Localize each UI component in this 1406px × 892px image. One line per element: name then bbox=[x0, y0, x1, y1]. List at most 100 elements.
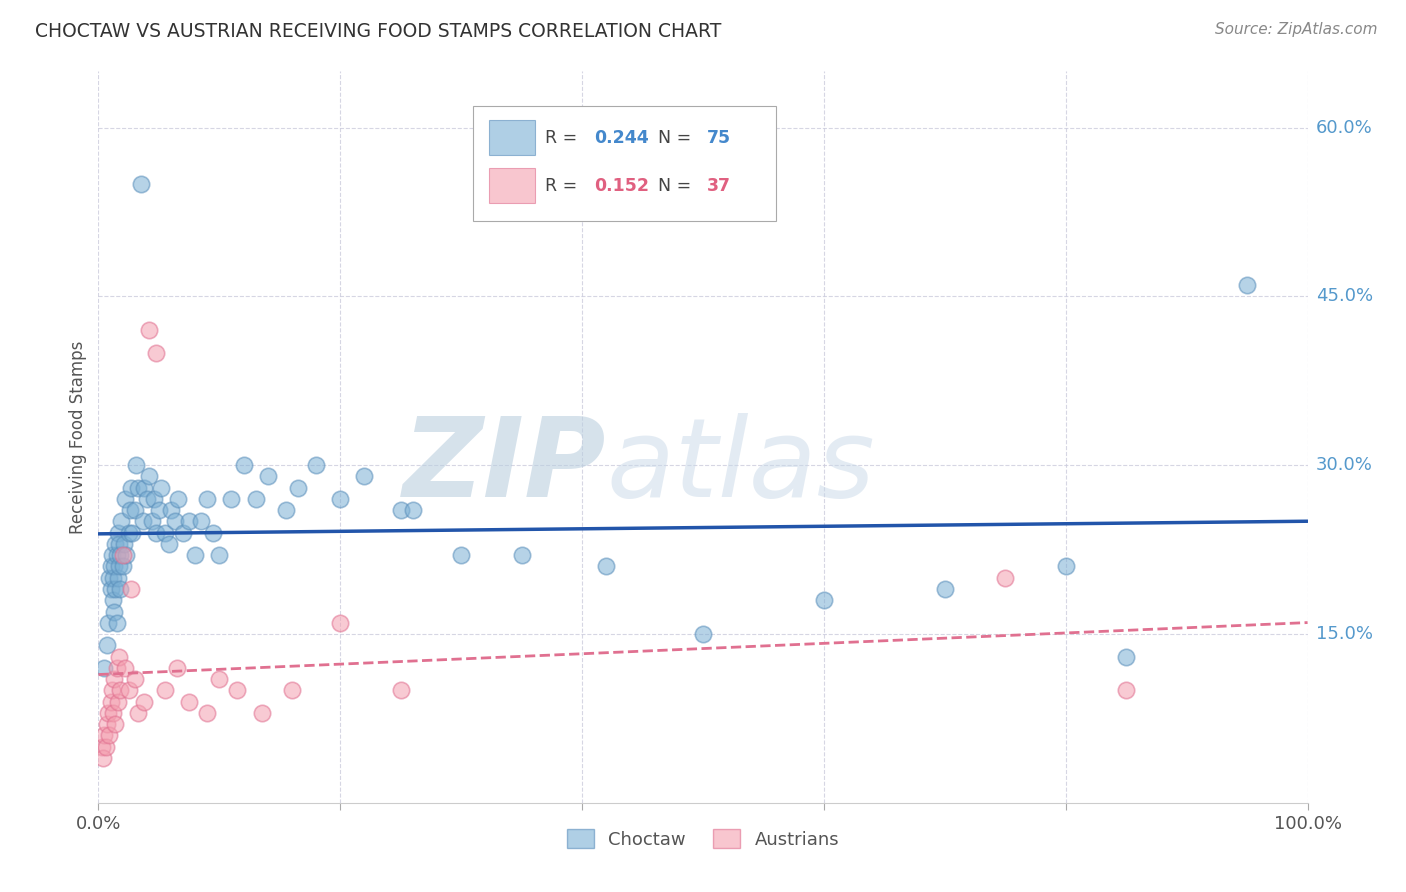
Point bbox=[93, 661, 115, 675]
Point bbox=[108, 649, 131, 664]
Point bbox=[134, 694, 156, 708]
Point bbox=[389, 503, 412, 517]
Point bbox=[100, 683, 122, 698]
Point bbox=[125, 458, 148, 473]
Point bbox=[256, 469, 278, 483]
Text: CHOCTAW VS AUSTRIAN RECEIVING FOOD STAMPS CORRELATION CHART: CHOCTAW VS AUSTRIAN RECEIVING FOOD STAMP… bbox=[35, 22, 721, 41]
Point bbox=[118, 503, 141, 517]
Point bbox=[226, 683, 249, 698]
Text: 75: 75 bbox=[707, 129, 731, 147]
Point bbox=[105, 548, 128, 562]
Point bbox=[112, 537, 135, 551]
Text: 45.0%: 45.0% bbox=[1316, 287, 1374, 305]
Point bbox=[195, 706, 218, 720]
Point bbox=[121, 525, 143, 540]
Point bbox=[167, 491, 190, 506]
Point bbox=[94, 739, 117, 754]
Point bbox=[98, 728, 121, 742]
Point bbox=[402, 503, 425, 517]
Text: Source: ZipAtlas.com: Source: ZipAtlas.com bbox=[1215, 22, 1378, 37]
Point bbox=[132, 515, 155, 529]
Point bbox=[108, 548, 131, 562]
Point bbox=[110, 515, 132, 529]
Point bbox=[163, 515, 186, 529]
Point bbox=[100, 559, 122, 574]
Text: N =: N = bbox=[658, 178, 692, 195]
Point bbox=[124, 503, 146, 517]
Point bbox=[127, 481, 149, 495]
Point bbox=[232, 458, 254, 473]
Point bbox=[692, 627, 714, 641]
Point bbox=[184, 548, 207, 562]
Point bbox=[103, 559, 125, 574]
Point bbox=[1115, 683, 1137, 698]
Point bbox=[134, 481, 156, 495]
Text: ZIP: ZIP bbox=[402, 413, 606, 520]
Point bbox=[103, 605, 125, 619]
Point bbox=[813, 593, 835, 607]
Point bbox=[994, 571, 1017, 585]
Point bbox=[510, 548, 533, 562]
Point bbox=[120, 481, 142, 495]
Point bbox=[108, 683, 131, 698]
Point bbox=[179, 515, 201, 529]
Point bbox=[274, 503, 297, 517]
Point bbox=[97, 706, 120, 720]
Point bbox=[97, 615, 120, 630]
Point bbox=[250, 706, 273, 720]
Point bbox=[107, 571, 129, 585]
Point bbox=[208, 548, 231, 562]
Text: 0.152: 0.152 bbox=[595, 178, 650, 195]
Legend: Choctaw, Austrians: Choctaw, Austrians bbox=[560, 822, 846, 856]
Point bbox=[114, 491, 136, 506]
Point bbox=[101, 593, 124, 607]
Point bbox=[101, 706, 124, 720]
Point bbox=[100, 548, 122, 562]
Point bbox=[150, 481, 173, 495]
Point bbox=[179, 694, 201, 708]
Point bbox=[91, 739, 114, 754]
Point bbox=[98, 571, 121, 585]
Point bbox=[160, 503, 183, 517]
Text: N =: N = bbox=[658, 129, 692, 147]
Text: R =: R = bbox=[544, 129, 576, 147]
Point bbox=[305, 458, 328, 473]
Text: 37: 37 bbox=[707, 178, 731, 195]
Point bbox=[108, 537, 131, 551]
Point bbox=[245, 491, 267, 506]
Point bbox=[1236, 278, 1258, 293]
Text: R =: R = bbox=[544, 178, 576, 195]
Point bbox=[120, 582, 142, 596]
Point bbox=[91, 751, 114, 765]
Point bbox=[329, 491, 352, 506]
Point bbox=[105, 615, 128, 630]
Point bbox=[105, 661, 128, 675]
Point bbox=[329, 615, 352, 630]
Point bbox=[108, 559, 131, 574]
Point bbox=[221, 491, 243, 506]
Point bbox=[157, 537, 180, 551]
Point bbox=[353, 469, 375, 483]
Point bbox=[96, 717, 118, 731]
Point bbox=[190, 515, 212, 529]
Point bbox=[115, 548, 138, 562]
Point bbox=[389, 683, 412, 698]
Text: 60.0%: 60.0% bbox=[1316, 119, 1372, 136]
Point bbox=[1115, 649, 1137, 664]
Point bbox=[138, 323, 160, 337]
Y-axis label: Receiving Food Stamps: Receiving Food Stamps bbox=[69, 341, 87, 533]
Point bbox=[287, 481, 309, 495]
Point bbox=[934, 582, 956, 596]
Text: atlas: atlas bbox=[606, 413, 875, 520]
Point bbox=[93, 728, 115, 742]
Point bbox=[202, 525, 225, 540]
Point bbox=[118, 525, 141, 540]
Point bbox=[281, 683, 304, 698]
Point bbox=[208, 672, 231, 686]
Bar bbox=[489, 120, 534, 155]
Point bbox=[114, 661, 136, 675]
Point bbox=[100, 694, 122, 708]
Point bbox=[450, 548, 472, 562]
Point bbox=[595, 559, 617, 574]
Text: 0.244: 0.244 bbox=[595, 129, 650, 147]
